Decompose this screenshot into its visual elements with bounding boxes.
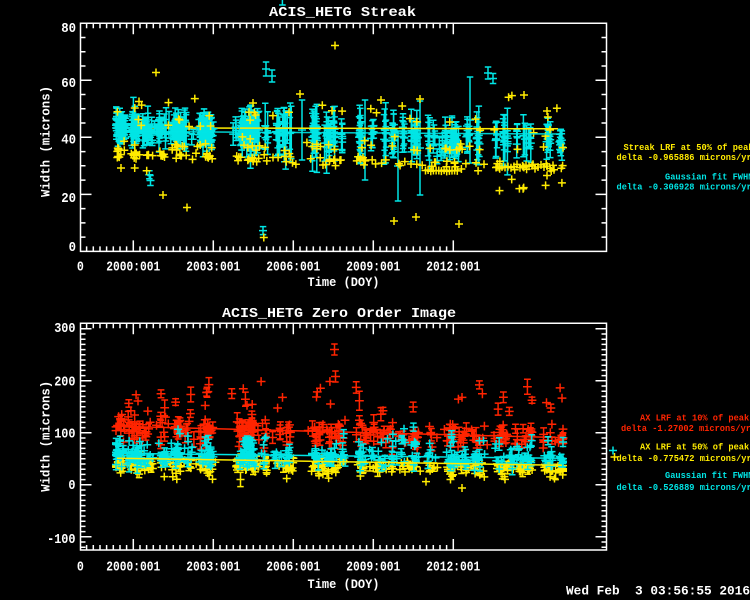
svg-text:Streak LRF at 50% of peak: Streak LRF at 50% of peak (624, 143, 750, 153)
svg-text:Time (DOY): Time (DOY) (308, 275, 380, 290)
svg-text:-100: -100 (47, 533, 75, 548)
svg-text:2000:001: 2000:001 (106, 261, 160, 276)
svg-text:2009:001: 2009:001 (346, 261, 400, 276)
svg-text:300: 300 (54, 322, 75, 337)
svg-text:200: 200 (54, 375, 75, 390)
svg-text:Gaussian fit FWHM: Gaussian fit FWHM (665, 172, 750, 182)
svg-text:ACIS_HETG Zero Order Image: ACIS_HETG Zero Order Image (222, 306, 456, 322)
svg-text:0: 0 (68, 479, 75, 494)
svg-text:0: 0 (77, 561, 84, 576)
svg-text:delta -1.27002 microns/yr: delta -1.27002 microns/yr (621, 424, 750, 434)
svg-text:20: 20 (61, 192, 76, 207)
svg-text:100: 100 (54, 427, 75, 442)
svg-text:ACIS_HETG Streak: ACIS_HETG Streak (269, 5, 416, 21)
svg-text:delta -0.306928 microns/yr: delta -0.306928 microns/yr (617, 183, 750, 193)
svg-text:2006:001: 2006:001 (266, 561, 320, 576)
svg-text:Width (microns): Width (microns) (39, 381, 54, 492)
svg-text:AX LRF at 10% of peak: AX LRF at 10% of peak (640, 413, 750, 423)
svg-text:80: 80 (61, 22, 76, 37)
svg-text:Gaussian fit FWHM: Gaussian fit FWHM (665, 471, 750, 481)
svg-text:2000:001: 2000:001 (106, 561, 160, 576)
svg-text:0: 0 (77, 261, 84, 276)
svg-text:delta -0.775472 microns/yr: delta -0.775472 microns/yr (617, 454, 750, 464)
svg-text:2012:001: 2012:001 (426, 261, 480, 276)
svg-text:Time (DOY): Time (DOY) (308, 577, 380, 592)
svg-text:Width (microns): Width (microns) (39, 86, 54, 197)
svg-text:2006:001: 2006:001 (266, 261, 320, 276)
svg-text:delta -0.965886 microns/yr: delta -0.965886 microns/yr (617, 153, 750, 163)
svg-text:2009:001: 2009:001 (346, 561, 400, 576)
svg-text:2003:001: 2003:001 (186, 261, 240, 276)
svg-text:AX LRF at 50% of peak: AX LRF at 50% of peak (640, 443, 750, 453)
svg-text:2012:001: 2012:001 (426, 561, 480, 576)
svg-text:60: 60 (61, 77, 76, 92)
svg-text:delta -0.526889 microns/yr: delta -0.526889 microns/yr (617, 483, 750, 493)
svg-text:2003:001: 2003:001 (186, 561, 240, 576)
svg-text:Wed Feb 3 03:56:55 2016: Wed Feb 3 03:56:55 2016 (566, 584, 750, 599)
svg-text:40: 40 (61, 133, 76, 148)
svg-text:0: 0 (69, 241, 76, 256)
